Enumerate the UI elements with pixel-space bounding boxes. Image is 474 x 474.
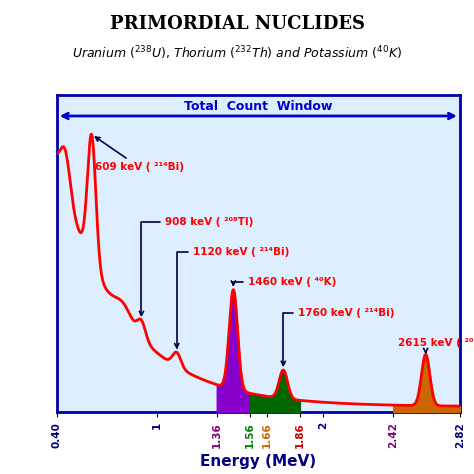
Text: 2615 keV ( ²⁰⁸Tl): 2615 keV ( ²⁰⁸Tl) [398, 338, 474, 354]
Text: Total  Count  Window: Total Count Window [184, 100, 333, 113]
Text: 1760 keV ( ²¹⁴Bi): 1760 keV ( ²¹⁴Bi) [281, 308, 395, 365]
Text: 609 keV ( ²¹⁴Bi): 609 keV ( ²¹⁴Bi) [95, 137, 184, 173]
Text: 908 keV ( ²⁰⁸Tl): 908 keV ( ²⁰⁸Tl) [139, 217, 254, 315]
Text: 1120 keV ( ²¹⁴Bi): 1120 keV ( ²¹⁴Bi) [174, 247, 290, 347]
Text: 1460 keV ( ⁴⁰K): 1460 keV ( ⁴⁰K) [231, 277, 337, 287]
Text: PRIMORDIAL NUCLIDES: PRIMORDIAL NUCLIDES [109, 15, 365, 33]
X-axis label: Energy (MeV): Energy (MeV) [201, 454, 316, 468]
Text: $\mathit{Uranium}$ ($^{238}$$\mathit{U}$), $\mathit{Thorium}$ ($^{232}$$\mathit{: $\mathit{Uranium}$ ($^{238}$$\mathit{U}$… [72, 44, 402, 62]
